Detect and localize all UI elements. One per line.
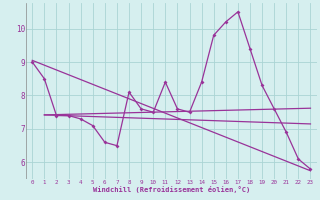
X-axis label: Windchill (Refroidissement éolien,°C): Windchill (Refroidissement éolien,°C) <box>93 186 250 193</box>
